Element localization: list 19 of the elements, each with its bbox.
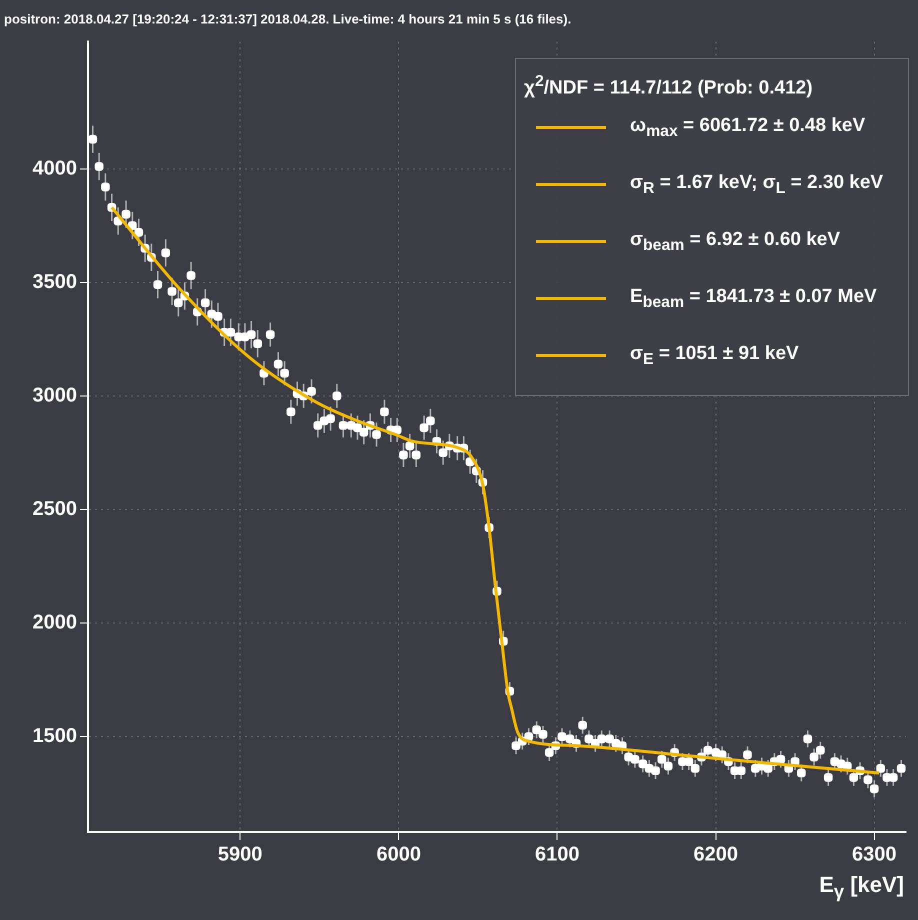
annotation: σ$_{E}$ = 1051 ± 91 keV [630, 342, 799, 369]
annotation: E$_{beam}$ = 1841.73 ± 0.07 MeV [630, 286, 877, 312]
x-tick-label: 6000 [376, 844, 421, 866]
x-tick-label: 5900 [218, 844, 262, 866]
x-tick-label: 6200 [694, 844, 738, 866]
annotation: σ$_{R}$ = 1.67 keV; σ$_{L}$ = 2.30 keV [630, 172, 884, 198]
y-tick-label: 3500 [32, 270, 77, 293]
y-tick-label: 4000 [32, 157, 77, 180]
x-tick-label: 6300 [852, 844, 897, 866]
legend-title: χ$^{2}$/NDF = 114.7/112 (Prob: 0.412) [524, 73, 814, 100]
chart-title: positron: 2018.04.27 [19:20:24 - 12:31:37] 2018.04.28. Live-time: 4 hours 21 min 5 s (16 files). [4, 11, 572, 26]
y-tick-label: 2000 [32, 612, 77, 634]
x-axis-title: E$_{γ}$ [keV] [819, 872, 904, 902]
y-tick-label: 3000 [32, 384, 77, 406]
x-tick-label: 6100 [534, 844, 580, 866]
annotation: ω$_{max}$ = 6061.72 ± 0.48 keV [630, 114, 866, 141]
y-tick-label: 1500 [32, 725, 77, 748]
y-tick-label: 2500 [32, 498, 77, 520]
annotation: σ$_{beam}$ = 6.92 ± 0.60 keV [630, 228, 840, 255]
